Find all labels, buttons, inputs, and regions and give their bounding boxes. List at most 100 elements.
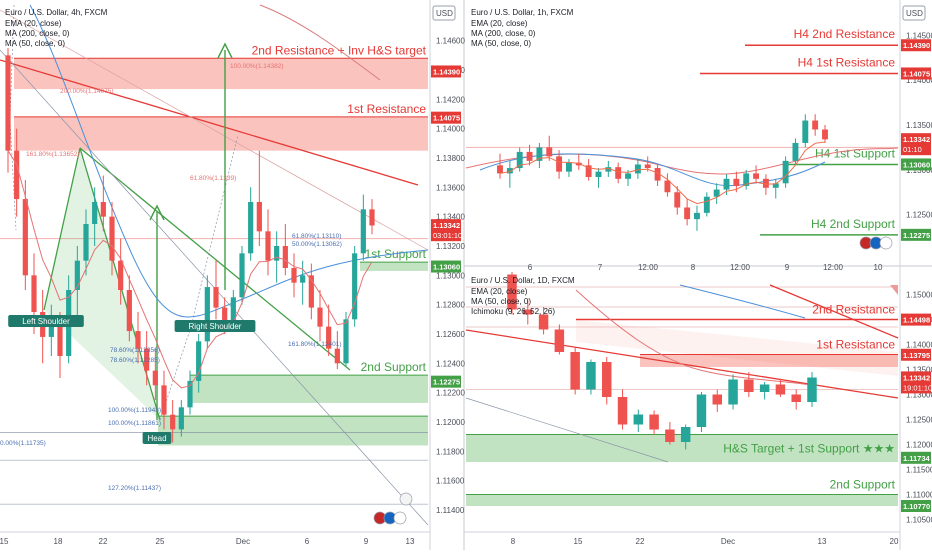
candle-body [126, 290, 132, 332]
candle-body [565, 162, 572, 172]
pattern-label-box [8, 315, 84, 327]
panel-4h-y-tick: 1.14200 [436, 95, 465, 104]
panel-1d-y-tick: 1.15000 [906, 291, 932, 300]
head-shoulder-fill [44, 148, 160, 420]
candle-body [196, 341, 202, 381]
panel-4h-y-tick: 1.12400 [436, 359, 465, 368]
panel-4h-y-tick: 1.11800 [436, 447, 465, 456]
candle-body [772, 183, 779, 188]
zone-label: 2nd Resistance [812, 303, 895, 317]
candle-body [684, 207, 691, 220]
candle-body [556, 156, 563, 172]
level-label: H4 1st Support [815, 146, 896, 160]
fib-label: 127.20%(1.11437) [108, 485, 161, 492]
zone-label: H&S Target + 1st Support ★★★ [723, 441, 895, 455]
panel-4h-y-tick: 1.13800 [436, 154, 465, 163]
candle-body [83, 224, 89, 261]
pattern-label-box [142, 432, 172, 444]
panel-1d-indicator: MA (50, close, 0) [471, 297, 531, 306]
panel-1d-y-tick: 1.12000 [906, 441, 932, 450]
candle-body [633, 414, 644, 425]
fib-label: 0.00%(1.11735) [0, 440, 46, 447]
candle-body [602, 362, 612, 397]
price-tag [901, 348, 931, 361]
panel-1d-x-tick: 20 [890, 537, 899, 546]
panel-1h-symbol: Euro / U.S. Dollar, 1h, FXCM [471, 8, 574, 17]
panel-1d-y-tick: 1.14000 [906, 341, 932, 350]
panel-1d-x-tick: Dec [721, 537, 735, 546]
panel-4h-y-tick: 1.14000 [436, 125, 465, 134]
candle-body [317, 307, 323, 327]
price-tag-label: 1.13795 [903, 351, 930, 360]
candle-body [282, 246, 288, 268]
candle-body [782, 160, 789, 184]
price-tag-countdown: 03:01:10 [433, 231, 462, 240]
price-tag-label: 1.13060 [433, 263, 460, 272]
panel-4h-symbol: Euro / U.S. Dollar, 4h, FXCM [5, 8, 108, 17]
fib-label: 61.80%(1.1339) [190, 175, 236, 182]
price-tag-countdown: 19:01:10 [903, 383, 932, 392]
candle-body [723, 178, 730, 190]
zone-support [466, 494, 898, 506]
candle-body [586, 362, 596, 390]
price-tag-label: 1.12275 [903, 231, 930, 240]
pattern-dotted [9, 4, 17, 231]
panel-1d-y-tick: 1.13500 [906, 366, 932, 375]
candle-body [674, 192, 681, 208]
panel-1h-x-tick: 7 [598, 263, 603, 272]
candle-body [696, 394, 707, 427]
panel-4h-y-tick: 1.13400 [436, 213, 465, 222]
panel-1d-indicator: Ichimoku (9, 26, 52, 26) [471, 307, 555, 316]
zone-support [158, 416, 428, 446]
panel-1h-indicator: MA (50, close, 0) [471, 39, 531, 48]
ema-20-line [499, 141, 826, 205]
pattern-leg [43, 147, 81, 311]
candle-body [791, 394, 801, 402]
price-tag [901, 39, 931, 52]
candle-body [248, 202, 254, 254]
panel-1d-y-tick: 1.11500 [906, 466, 932, 475]
zone-resistance [14, 58, 428, 90]
candle-body [74, 260, 80, 290]
price-tag [431, 65, 461, 78]
candle-body [644, 164, 651, 169]
candle-body [792, 142, 799, 161]
zone-label: 2nd Support [361, 360, 427, 374]
ema-20-line [7, 150, 373, 389]
panel-1h-x-tick: 12:00 [823, 263, 844, 272]
zone-support [360, 262, 428, 271]
panel-1d-y-tick: 1.13000 [906, 391, 932, 400]
panel-1h-x-tick: 12:00 [730, 263, 751, 272]
candle-body [144, 348, 150, 371]
candle-body [728, 379, 738, 405]
candle-body [334, 348, 340, 364]
level-label: H4 2nd Resistance [794, 27, 896, 41]
currency-flag-icon [393, 511, 407, 525]
candle-body [300, 275, 306, 283]
panel-4h-y-tick: 1.14600 [436, 37, 465, 46]
candle-body [617, 397, 628, 425]
zone-label: 2nd Support [830, 478, 896, 492]
panel-1d-x-tick: 15 [574, 537, 583, 546]
candle-body [497, 165, 503, 174]
candle-body [546, 147, 553, 157]
panel-1h-y-tick: 1.13500 [906, 121, 932, 130]
candle-body [536, 147, 543, 161]
candle-body [694, 212, 700, 220]
currency-flag-icon [879, 236, 893, 250]
trendline-faint [0, 9, 429, 251]
candle-body [213, 287, 219, 308]
panel-1h-candles [497, 114, 828, 231]
candle-body [575, 162, 582, 166]
fib-label: 61.80%(1.13110) [292, 233, 341, 240]
panel-4h-x-tick: 15 [0, 537, 9, 546]
zone-label: 1st Support [365, 247, 427, 261]
candle-body [152, 370, 158, 386]
price-tag-label: 1.13342 [903, 373, 930, 382]
price-tag-label: 1.12275 [433, 378, 460, 387]
candle-body [759, 384, 770, 392]
zone-resistance [640, 354, 898, 367]
price-tag-label: 1.13060 [903, 160, 930, 169]
candle-body [605, 167, 612, 172]
